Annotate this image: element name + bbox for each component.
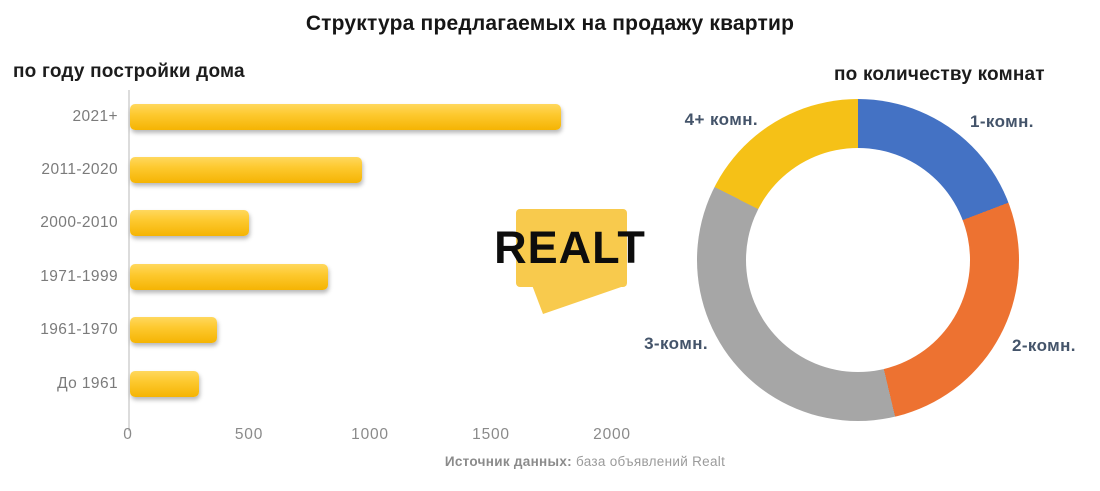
- bar: [130, 263, 329, 290]
- data-source-value: база объявлений Realt: [571, 454, 726, 469]
- donut-label-1room: 1-комн.: [970, 112, 1034, 131]
- page-title: Структура предлагаемых на продажу кварти…: [305, 12, 795, 35]
- x-tick: 1000: [351, 426, 389, 443]
- bar-row: 1971-1999: [13, 250, 653, 303]
- category-label: До 1961: [57, 374, 118, 392]
- y-axis-line: [128, 90, 130, 431]
- donut-label-4room: 4+ комн.: [684, 110, 758, 129]
- category-label: 2000-2010: [40, 214, 118, 232]
- x-tick: 0: [123, 426, 133, 443]
- donut-label-2room: 2-комн.: [1012, 336, 1076, 355]
- bar-row: 2000-2010: [13, 197, 653, 250]
- category-label: 2021+: [72, 107, 118, 125]
- bar: [130, 317, 218, 344]
- logo-text: Realt: [494, 222, 646, 273]
- x-tick: 2000: [593, 426, 631, 443]
- bar-row: 2011-2020: [13, 143, 653, 196]
- bar: [130, 157, 363, 184]
- x-axis-ticks: 0 500 1000 1500 2000: [123, 426, 630, 446]
- bar-chart: 2021+ 2011-2020 2000-2010 1971-1999 1961…: [13, 90, 653, 431]
- donut-chart: [697, 99, 1019, 421]
- category-label: 1971-1999: [40, 267, 118, 285]
- bar-row: 1961-1970: [13, 304, 653, 357]
- data-source-note: Источник данных: база объявлений Realt: [70, 454, 1100, 469]
- logo-bubble-icon: [516, 209, 627, 314]
- data-source-label: Источник данных:: [444, 454, 572, 469]
- realt-logo: [470, 200, 670, 320]
- bar: [130, 370, 199, 397]
- x-tick: 1500: [472, 426, 510, 443]
- bar-chart-title: по году постройки дома: [13, 61, 245, 82]
- donut-chart-title: по количеству комнат: [834, 64, 1045, 85]
- category-label: 1961-1970: [40, 321, 118, 339]
- bar-row: 2021+: [13, 90, 653, 143]
- bar: [130, 103, 561, 130]
- x-tick: 500: [234, 426, 264, 443]
- bar: [130, 210, 249, 237]
- donut-label-3room: 3-комн.: [644, 334, 708, 353]
- bar-row: До 1961: [13, 357, 653, 410]
- category-label: 2011-2020: [41, 161, 118, 179]
